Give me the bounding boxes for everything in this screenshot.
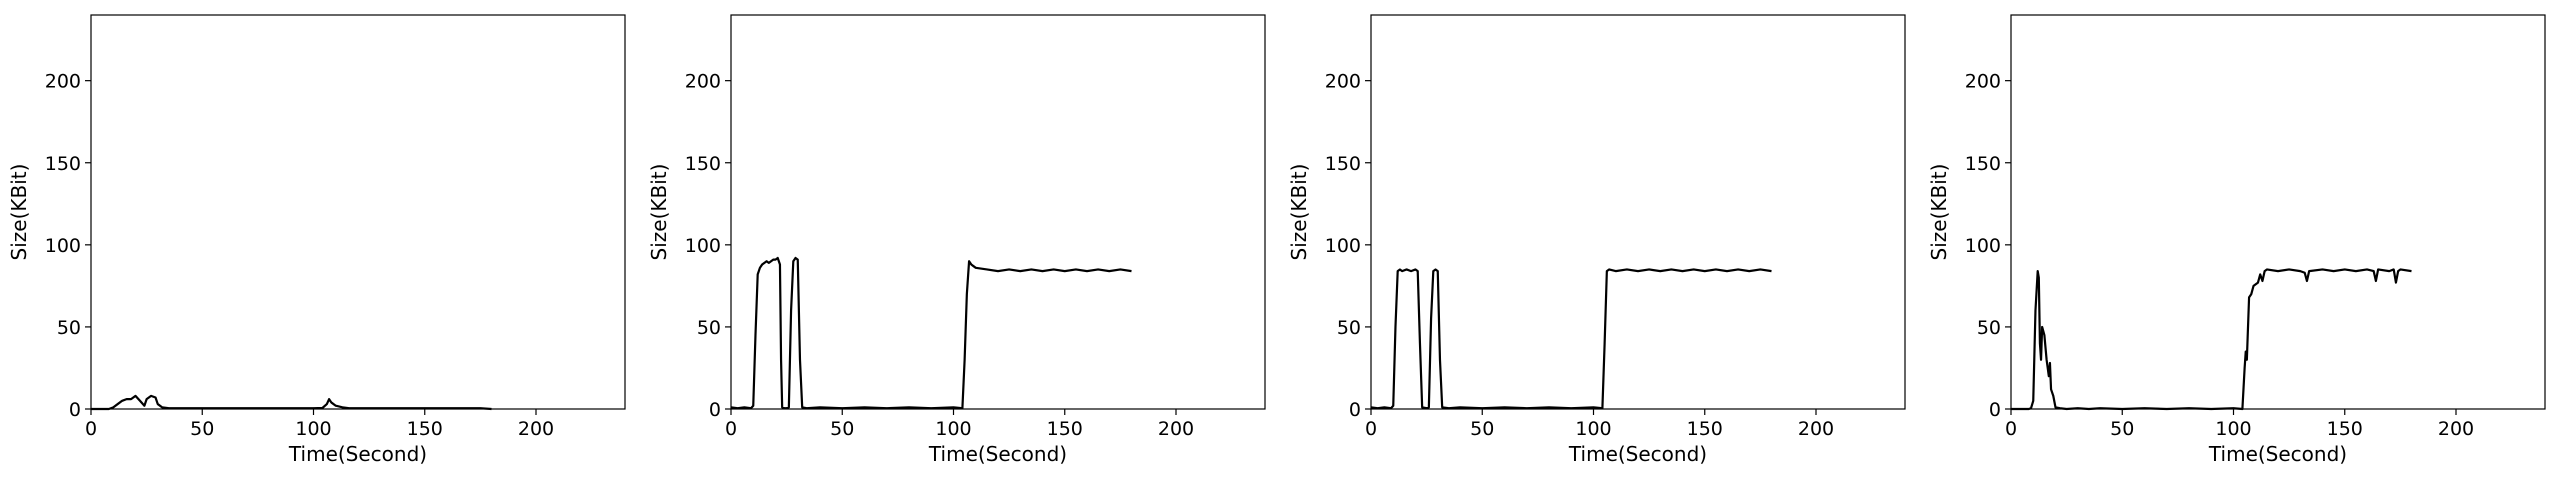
x-tick-label: 200 — [1158, 418, 1194, 440]
series-line-1 — [730, 256, 1132, 410]
y-tick-label: 100 — [1965, 235, 2001, 257]
x-tick-label: 200 — [518, 418, 554, 440]
chart-panel-4: 0 50 100 150 200 0 50 100 150 200 Time(Second) Size… — [1927, 14, 2546, 466]
plot-frame — [730, 14, 1266, 410]
y-tick-label: 150 — [685, 153, 721, 175]
y-tick-label: 0 — [709, 399, 721, 421]
x-tick-label: 150 — [1047, 418, 1083, 440]
x-tick-label: 0 — [85, 418, 97, 440]
series-line-1 — [91, 394, 492, 411]
y-tick-label: 50 — [57, 317, 81, 339]
y-tick-label: 150 — [1325, 153, 1361, 175]
y-axis-label: Size(KBit) — [7, 164, 31, 261]
y-tick-label: 50 — [697, 317, 721, 339]
y-tick-label: 200 — [1325, 71, 1361, 93]
y-tick-label: 150 — [45, 153, 81, 175]
x-tick-label: 100 — [295, 418, 331, 440]
y-tick-label: 100 — [45, 235, 81, 257]
chart-panel-1: 0 50 100 150 200 0 50 100 150 200 Time(Second) Size… — [7, 14, 626, 466]
y-axis-label: Size(KBit) — [647, 164, 671, 261]
y-axis-label: Size(KBit) — [1287, 164, 1311, 261]
x-tick-label: 50 — [190, 418, 214, 440]
y-axis-label: Size(KBit) — [1927, 164, 1951, 261]
y-tick-label: 50 — [1337, 317, 1361, 339]
y-tick-label: 0 — [1349, 399, 1361, 421]
x-tick-label: 50 — [2110, 418, 2134, 440]
x-tick-label: 150 — [2327, 418, 2363, 440]
x-tick-label: 100 — [935, 418, 971, 440]
y-tick-label: 150 — [1965, 153, 2001, 175]
x-axis-label: Time(Second) — [288, 442, 427, 466]
x-tick-label: 0 — [2005, 418, 2017, 440]
x-tick-label: 200 — [2438, 418, 2474, 440]
series-line-1 — [2011, 268, 2412, 411]
chart-panel-3: 0 50 100 150 200 0 50 100 150 200 Time(Second) Size… — [1287, 14, 1906, 466]
x-tick-label: 50 — [1470, 418, 1494, 440]
y-tick-label: 0 — [1989, 399, 2001, 421]
y-tick-label: 200 — [1965, 71, 2001, 93]
x-tick-label: 0 — [1365, 418, 1377, 440]
x-tick-label: 150 — [1687, 418, 1723, 440]
y-tick-label: 100 — [685, 235, 721, 257]
x-axis-label: Time(Second) — [928, 442, 1067, 466]
plot-frame — [90, 14, 626, 410]
chart-panel-2: 0 50 100 150 200 0 50 100 150 200 Time(Second) Size… — [647, 14, 1266, 466]
y-tick-label: 0 — [69, 399, 81, 421]
x-axis-label: Time(Second) — [1568, 442, 1707, 466]
x-tick-label: 50 — [830, 418, 854, 440]
y-tick-label: 200 — [685, 71, 721, 93]
x-tick-label: 100 — [2215, 418, 2251, 440]
x-tick-label: 150 — [407, 418, 443, 440]
x-tick-label: 200 — [1798, 418, 1834, 440]
plot-frame — [1370, 14, 1906, 410]
y-tick-label: 50 — [1977, 317, 2001, 339]
y-tick-label: 100 — [1325, 235, 1361, 257]
x-tick-label: 100 — [1575, 418, 1611, 440]
y-tick-label: 200 — [45, 71, 81, 93]
plot-frame — [2010, 14, 2546, 410]
x-axis-label: Time(Second) — [2208, 442, 2347, 466]
series-line-1 — [1370, 268, 1772, 410]
x-tick-label: 0 — [725, 418, 737, 440]
